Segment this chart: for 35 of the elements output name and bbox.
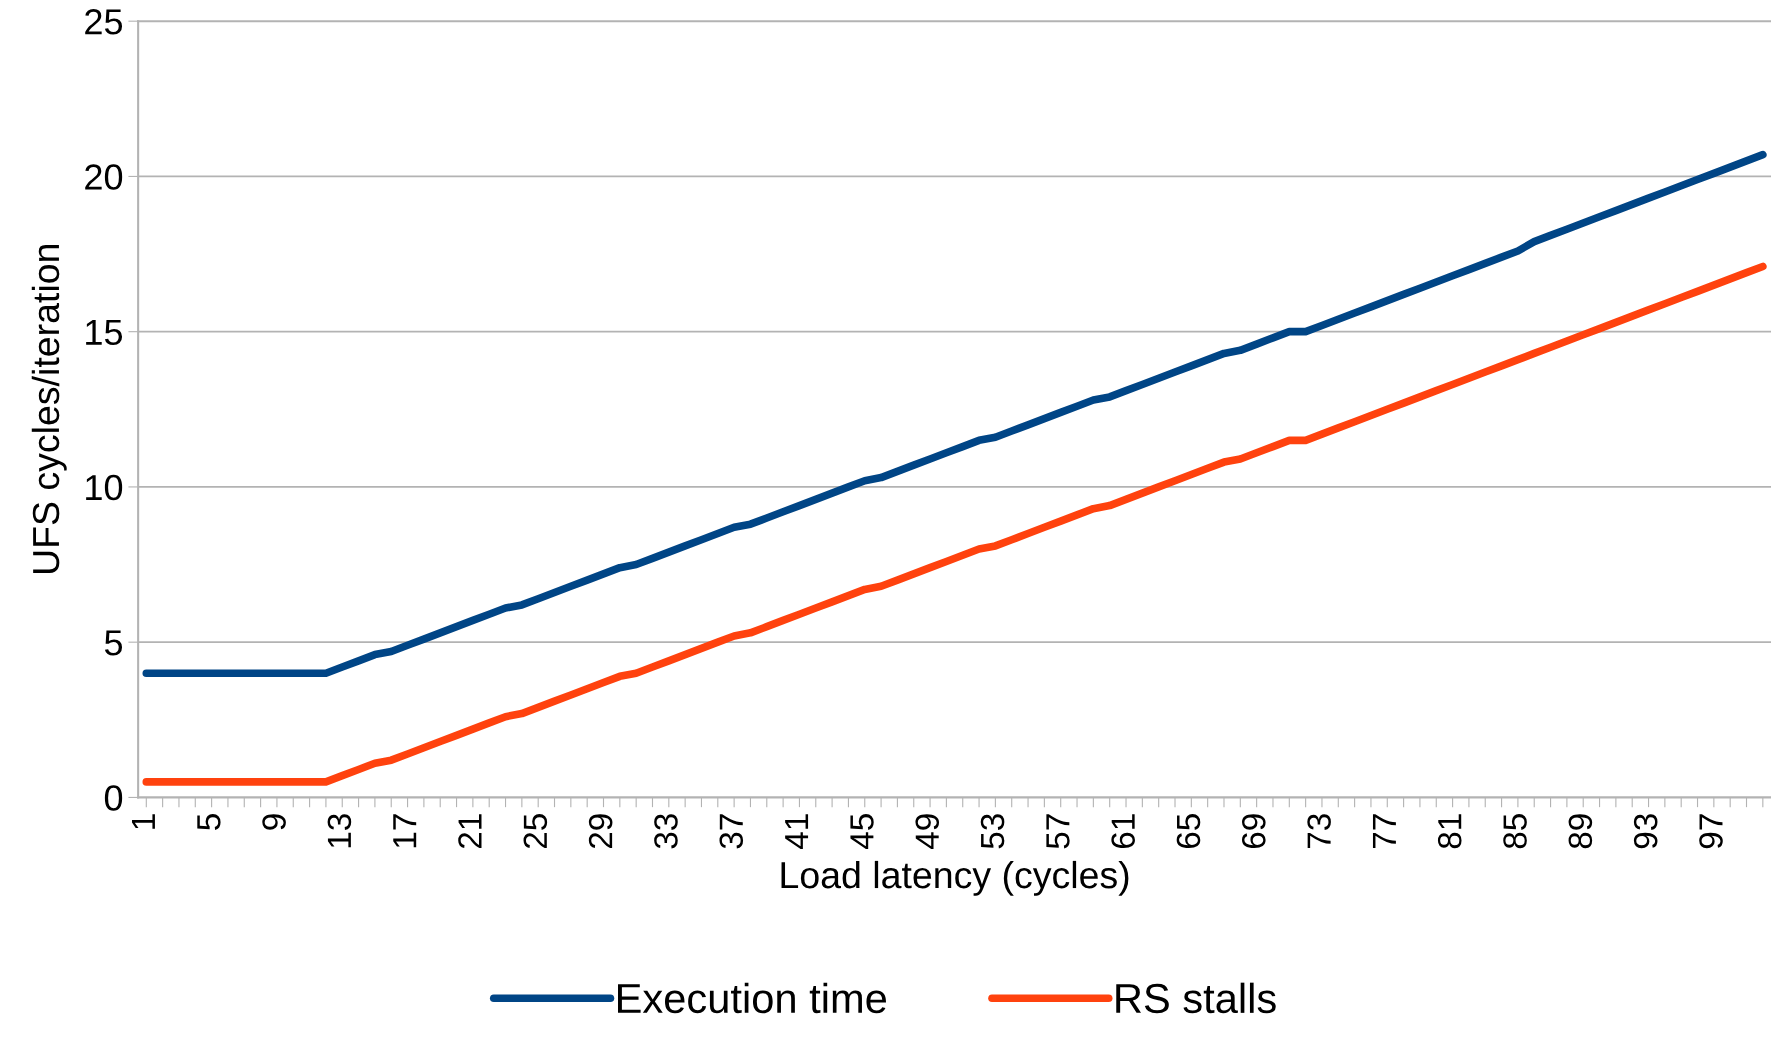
- x-tick-label: 89: [1568, 814, 1593, 849]
- x-tick-label: 33: [654, 814, 678, 849]
- y-tick-label: 25: [85, 9, 123, 35]
- x-tick-label: 81: [1437, 814, 1462, 849]
- y-tick-label: 10: [86, 474, 123, 501]
- legend-label: RS stalls: [1116, 982, 1276, 1014]
- x-tick-label: 21: [458, 814, 482, 849]
- y-tick-label: 5: [104, 630, 123, 656]
- x-tick-label: 37: [719, 814, 744, 849]
- legend-label: Execution time: [618, 982, 887, 1014]
- x-tick-label: 9: [262, 814, 286, 830]
- y-tick-label: 15: [86, 319, 123, 346]
- x-tick-label: 85: [1503, 814, 1527, 849]
- y-tick-label: 20: [85, 164, 123, 190]
- x-tick-label: 29: [588, 814, 613, 849]
- x-tick-label: 5: [197, 814, 221, 830]
- x-tick-label: 69: [1241, 814, 1266, 849]
- y-axis-title: UFS cycles/iteration: [31, 245, 67, 574]
- x-axis-title: Load latency (cycles): [781, 860, 1129, 896]
- x-tick-label: 45: [850, 814, 874, 850]
- x-tick-label: 49: [915, 814, 940, 850]
- x-tick-label: 25: [523, 814, 548, 849]
- x-tick-label: 17: [393, 814, 417, 848]
- x-tick-label: 1: [131, 814, 155, 829]
- x-tick-label: 73: [1307, 814, 1331, 849]
- x-tick-label: 77: [1372, 814, 1396, 849]
- x-tick-label: 57: [1046, 814, 1070, 849]
- x-tick-label: 13: [327, 814, 352, 848]
- x-tick-label: 53: [980, 814, 1005, 849]
- x-tick-label: 65: [1176, 814, 1201, 849]
- y-tick-label: 0: [104, 785, 123, 811]
- x-tick-label: 97: [1699, 814, 1723, 849]
- x-tick-label: 93: [1633, 814, 1658, 849]
- x-tick-label: 41: [785, 814, 809, 850]
- x-tick-label: 61: [1111, 814, 1135, 849]
